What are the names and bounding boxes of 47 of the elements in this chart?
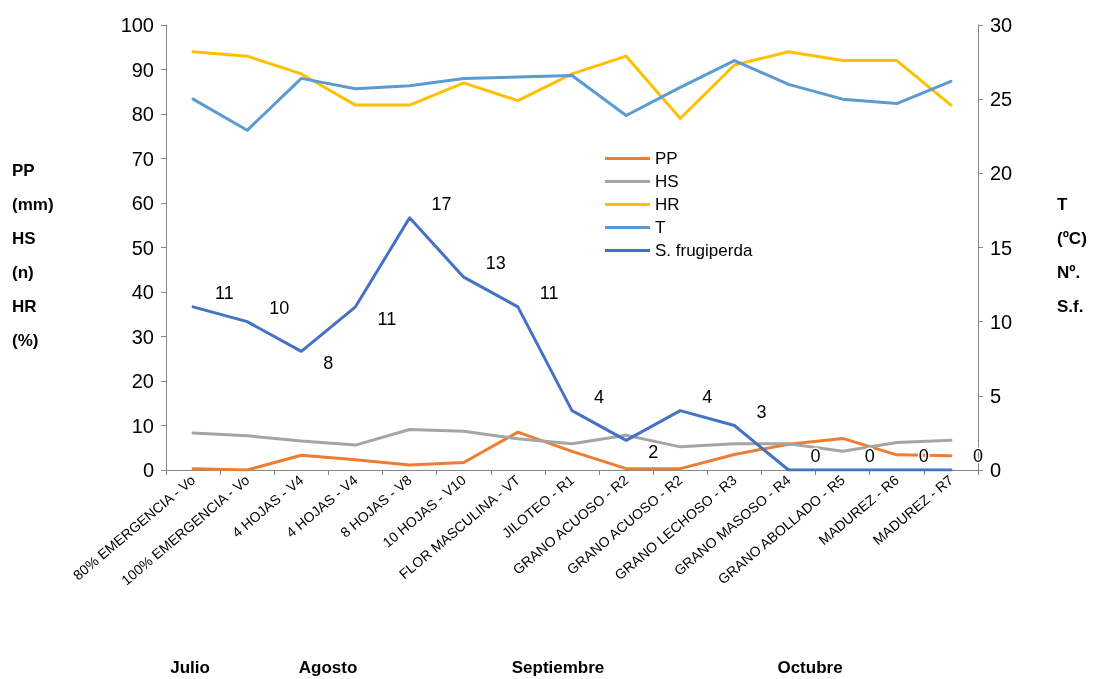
y-tick-label: 100 [120, 14, 154, 36]
data-label: 10 [269, 297, 290, 318]
text: Agosto [298, 658, 358, 677]
y-tick-label: 40 [131, 281, 154, 303]
data-label: 0 [972, 446, 983, 466]
data-label: 0 [810, 446, 821, 466]
y2-tick-label: 30 [990, 14, 1013, 36]
y2-tick-label: 5 [990, 384, 1002, 407]
y2-tick-label: 15 [990, 236, 1013, 259]
data-label: 0 [864, 446, 875, 466]
legend-label: PP [655, 149, 678, 168]
data-label: 13 [485, 253, 506, 274]
data-label: 3 [756, 401, 767, 422]
legend-label: T [655, 218, 666, 237]
data-label: 4 [702, 386, 713, 407]
y-tick-label: 60 [131, 192, 154, 214]
y-tick-label: 70 [131, 147, 154, 170]
data-label: 8 [323, 353, 334, 374]
y2-axis-title: T (ºC) Nº. S.f. [1057, 195, 1087, 316]
data-label: 11 [215, 282, 234, 303]
line-series [191, 430, 953, 472]
y2-tick-label: 20 [990, 162, 1013, 185]
line-series [191, 50, 953, 120]
y2-tick-label: 25 [990, 88, 1013, 111]
text: Julio [170, 658, 210, 677]
line-series [191, 59, 953, 132]
line-series [191, 216, 953, 472]
y-axis-title: PP (mm) HS (n) HR (%) [12, 161, 54, 350]
text: Octubre [777, 658, 843, 677]
y-tick-label: 50 [131, 236, 154, 259]
y2-tick-label: 0 [990, 459, 1002, 481]
y-tick-label: 10 [131, 414, 154, 437]
text: Septiembre [511, 658, 605, 677]
y2-tick-label: 10 [990, 310, 1013, 333]
data-label: 11 [377, 308, 397, 329]
y-tick-label: 0 [142, 459, 154, 481]
data-label: 4 [594, 386, 605, 407]
data-label: 11 [539, 282, 559, 303]
data-label: 2 [648, 442, 659, 463]
y-tick-label: 20 [131, 370, 154, 392]
y-tick-label: 80 [131, 103, 154, 125]
legend-label: HS [655, 172, 679, 191]
legend-label: HR [655, 195, 680, 214]
y-tick-label: 90 [131, 58, 154, 81]
y-tick-label: 30 [131, 325, 154, 348]
legend-label: S. frugiperda [655, 241, 753, 260]
data-label: 17 [431, 193, 452, 214]
